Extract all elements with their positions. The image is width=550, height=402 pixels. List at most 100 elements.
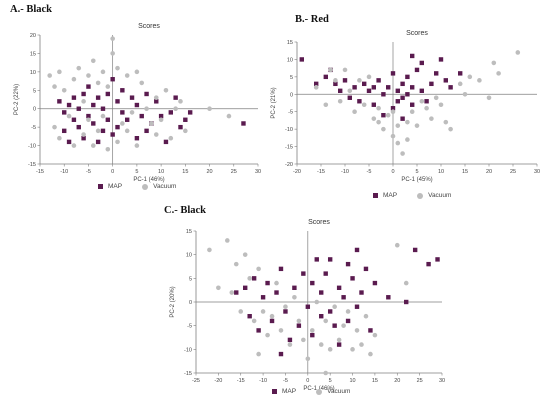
legend-label: Vacuum (327, 388, 351, 395)
map-point (296, 323, 302, 328)
x-tick-label: -10 (341, 169, 349, 175)
map-point (105, 117, 111, 122)
legend-label: MAP (108, 183, 123, 190)
map-point (372, 280, 378, 286)
vacuum-point (429, 116, 434, 121)
vacuum-point (363, 313, 369, 319)
map-point (105, 91, 111, 97)
map-point (390, 106, 396, 111)
vacuum-point (134, 143, 140, 148)
vacuum-point (467, 74, 473, 80)
map-point (438, 57, 444, 62)
vacuum-point (305, 356, 311, 362)
y-tick-label: 0 (33, 107, 36, 113)
vacuum-point (144, 106, 149, 112)
vacuum-point (395, 123, 401, 128)
vacuum-point (357, 78, 362, 83)
map-point (183, 117, 188, 122)
legend-label: Vacuum (428, 192, 452, 199)
x-tick-label: 20 (486, 169, 492, 175)
vacuum-point (81, 99, 86, 104)
x-tick-label: 5 (329, 378, 332, 384)
map-point (410, 85, 415, 90)
chart-title: Scores (308, 219, 330, 226)
legend: MAP Vacuum (272, 388, 364, 395)
x-tick-label: 0 (306, 378, 309, 384)
vacuum-point (115, 65, 120, 71)
x-tick-label: 15 (182, 169, 188, 175)
x-tick-label: 30 (255, 169, 261, 175)
y-tick-label: -15 (184, 371, 192, 377)
map-point (341, 295, 346, 300)
vacuum-point (333, 78, 338, 83)
legend-item-vacuum: Vacuum (142, 183, 176, 190)
vacuum-point (269, 313, 275, 319)
vacuum-point (110, 51, 115, 56)
map-point (95, 139, 101, 145)
map-point (115, 124, 120, 130)
vacuum-point (57, 69, 62, 75)
vacuum-point (260, 309, 266, 314)
map-point (410, 102, 415, 107)
map-point (314, 81, 319, 87)
chart-panel-c: C.- Black Scores -25 -20 -15 -10 -5 0 5 10 15 20 25… (150, 205, 450, 402)
y-tick-label: 10 (30, 70, 36, 76)
y-tick-label: 15 (287, 40, 293, 46)
y-tick-label: 10 (287, 57, 293, 63)
legend-item-map: MAP (373, 192, 397, 199)
vacuum-point (168, 135, 174, 141)
vacuum-point (354, 328, 360, 333)
map-point (57, 99, 62, 104)
chart-title: Scores (406, 30, 428, 37)
map-point (305, 304, 311, 309)
y-tick-label: 0 (189, 300, 192, 306)
map-point (357, 99, 362, 104)
legend: MAP Vacuum (373, 192, 465, 199)
legend-map-marker (98, 184, 103, 189)
x-tick-label: 5 (135, 169, 138, 175)
legend-vacuum-marker (142, 183, 149, 190)
vacuum-point (309, 328, 315, 333)
vacuum-point (296, 318, 302, 324)
map-point (338, 88, 343, 93)
vacuum-point (265, 332, 270, 338)
vacuum-point (336, 337, 342, 343)
map-point (395, 88, 400, 93)
vacuum-point (105, 84, 111, 89)
map-point (129, 95, 135, 100)
vacuum-point (153, 95, 159, 100)
y-tick-label: -5 (31, 125, 36, 131)
chart-title: Scores (138, 23, 160, 30)
map-point (354, 304, 360, 309)
map-point (405, 92, 410, 97)
map-point (400, 95, 405, 100)
map-point (435, 257, 440, 262)
map-point (76, 124, 81, 130)
vacuum-point (105, 146, 111, 152)
map-point (345, 318, 351, 324)
map-point (120, 88, 125, 93)
map-point (363, 266, 369, 272)
vacuum-point (409, 109, 415, 115)
map-point (71, 117, 77, 122)
map-point (95, 95, 101, 100)
map-point (292, 285, 297, 290)
vacuum-point (462, 91, 468, 97)
x-tick-label: 0 (391, 169, 394, 175)
vacuum-point (86, 73, 91, 78)
x-tick-label: 20 (206, 169, 212, 175)
map-point (278, 351, 284, 357)
y-axis-label: PC-2 (20%) (170, 286, 176, 317)
map-point (386, 85, 391, 90)
vacuum-point (457, 81, 463, 87)
vacuum-point (491, 60, 497, 66)
vacuum-point (229, 290, 235, 295)
vacuum-point (242, 252, 248, 257)
map-point (168, 110, 173, 115)
vacuum-point (424, 105, 429, 111)
legend: MAP Vacuum (98, 183, 190, 190)
vacuum-point (414, 123, 420, 128)
map-point (134, 102, 140, 108)
map-point (241, 121, 246, 126)
legend-label: MAP (282, 388, 297, 395)
